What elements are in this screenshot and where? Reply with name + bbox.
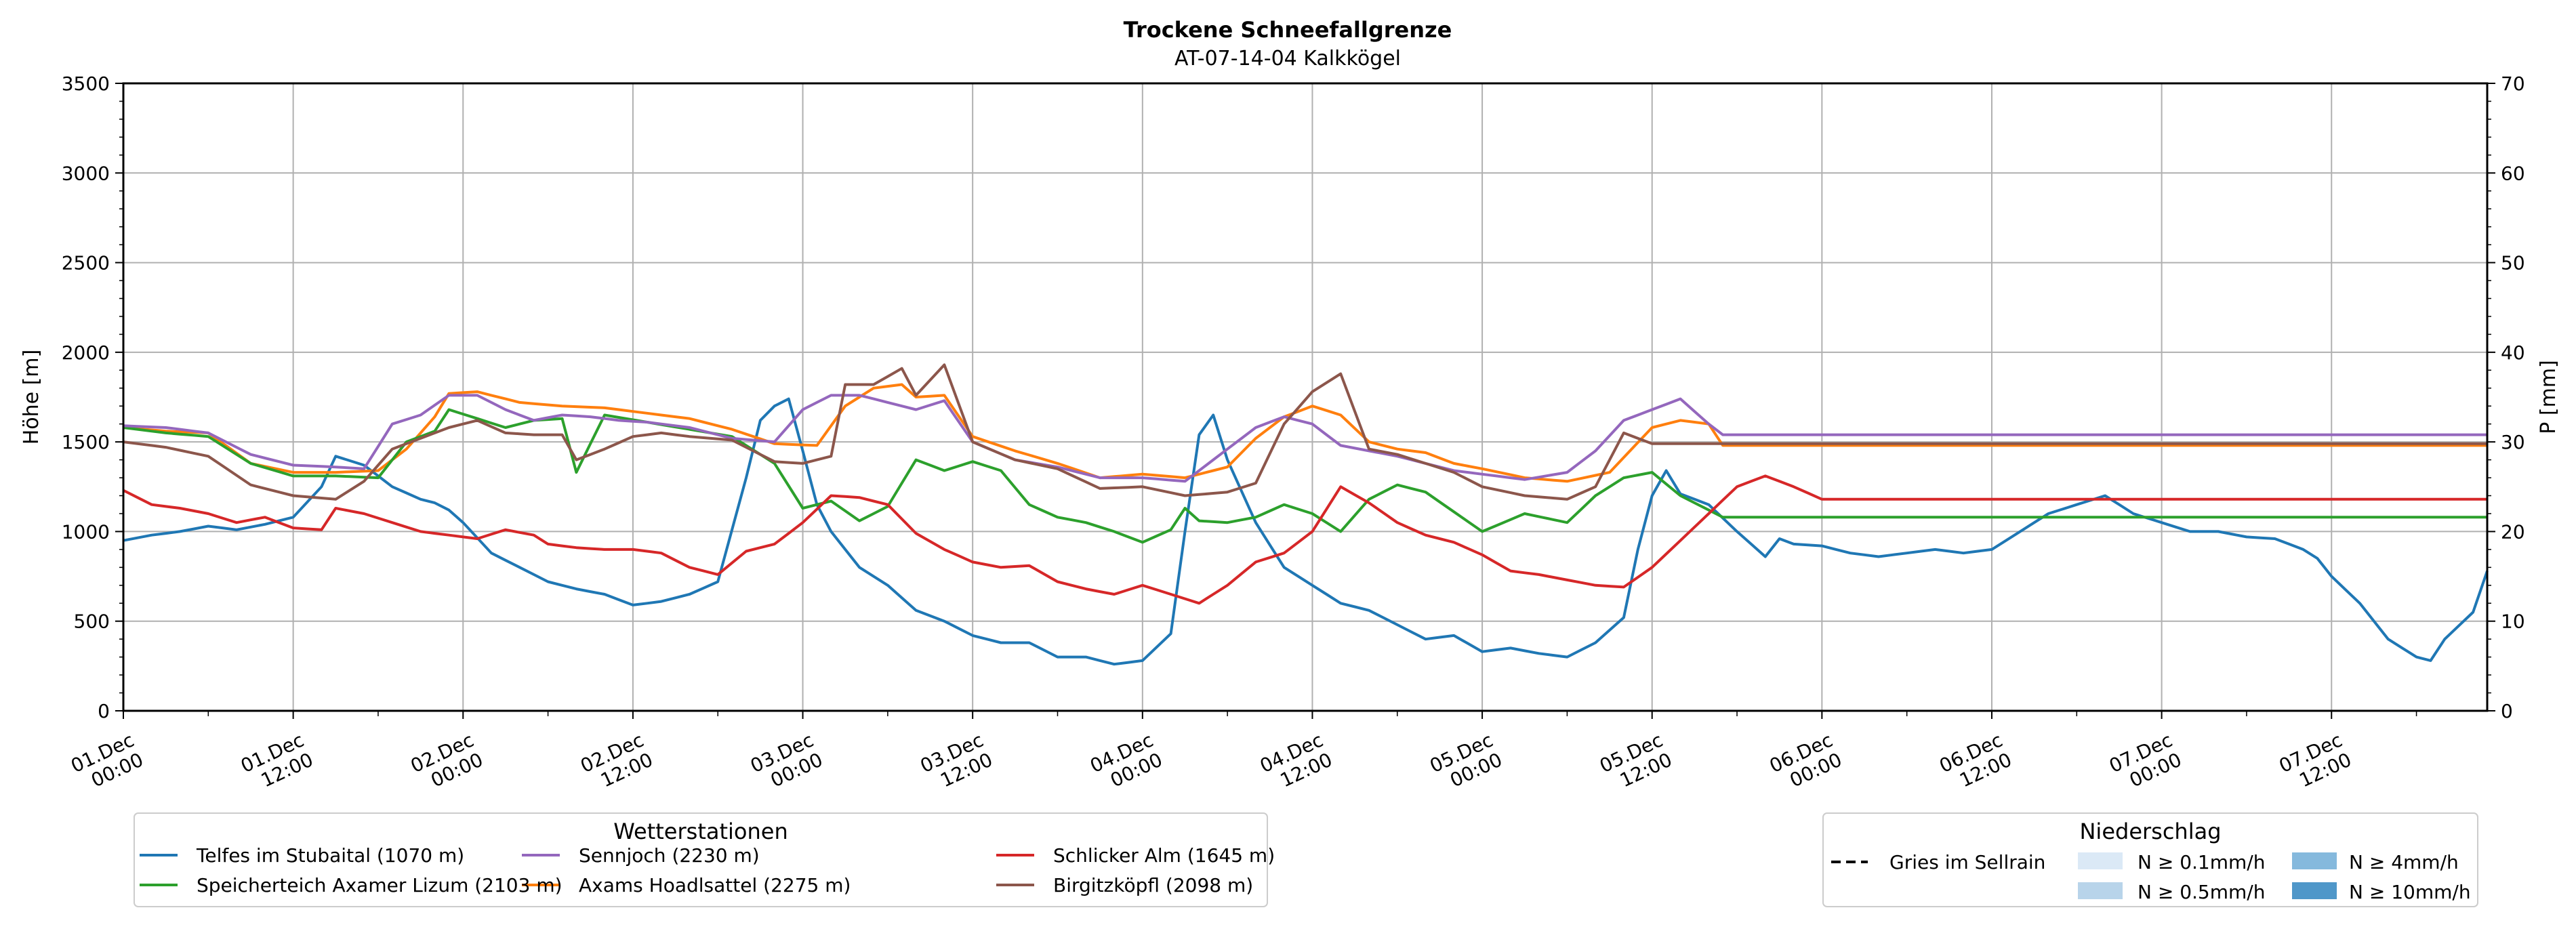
x-tick-label: 01.Dec00:00 [68, 728, 147, 797]
y2-tick-label: 20 [2501, 520, 2525, 543]
legend-precip: Niederschlag Gries im Sellrain N ≥ 0.1mm… [1822, 812, 2478, 907]
plot-frame [122, 82, 2489, 712]
chart-title: Trockene Schneefallgrenze [1124, 17, 1452, 43]
y-axis-left: 0 500 1000 1500 2000 2500 3000 3500 [62, 73, 123, 722]
precip-label-1: N ≥ 0.5mm/h [2138, 881, 2265, 903]
series-line-1 [123, 383, 2487, 483]
x-tick-label: 07.Dec12:00 [2276, 728, 2355, 797]
precip-label-2: N ≥ 4mm/h [2349, 851, 2459, 873]
y2-tick-label: 70 [2501, 73, 2525, 95]
legend-label-1: Axams Hoadlsattel (2275 m) [579, 874, 851, 896]
y-tick-label: 1000 [62, 520, 110, 543]
y-tick-label: 500 [74, 611, 110, 633]
x-tick-label: 01.Dec12:00 [237, 728, 316, 797]
legend-stations: Wetterstationen Telfes im Stubaital (107… [134, 812, 1275, 907]
y-tick-label: 3500 [62, 73, 110, 95]
x-tick-label: 03.Dec00:00 [747, 728, 826, 797]
x-axis: 01.Dec00:00 01.Dec12:00 02.Dec00:00 02.Dec1… [68, 711, 2417, 797]
y-tick-label: 2000 [62, 342, 110, 364]
series-line-5 [123, 363, 2487, 501]
precip-label-0: N ≥ 0.1mm/h [2138, 851, 2265, 873]
legend-stations-title: Wetterstationen [613, 819, 788, 844]
y-tick-label: 2500 [62, 252, 110, 274]
x-tick-label: 02.Dec12:00 [577, 728, 656, 797]
chart-subtitle: AT-07-14-04 Kalkkögel [1174, 47, 1401, 70]
y2-tick-label: 60 [2501, 162, 2525, 184]
legend-label-3: Schlicker Alm (1645 m) [1053, 844, 1275, 867]
y2-tick-label: 0 [2501, 700, 2513, 722]
y2-tick-label: 40 [2501, 342, 2525, 364]
y-tick-label: 3000 [62, 162, 110, 184]
y2-tick-label: 30 [2501, 431, 2525, 453]
legend-precip-title: Niederschlag [2079, 819, 2221, 844]
legend-label-5: Birgitzköpfl (2098 m) [1053, 874, 1253, 896]
legend-label-2: Speicherteich Axamer Lizum (2103 m) [197, 874, 563, 896]
y-axis-right: 0 10 20 30 40 50 60 70 [2487, 73, 2525, 722]
precip-label-3: N ≥ 10mm/h [2349, 881, 2471, 903]
precip-swatch-1 [2078, 882, 2123, 899]
legend-label-4: Sennjoch (2230 m) [579, 844, 760, 867]
x-tick-label: 04.Dec12:00 [1256, 728, 1336, 797]
x-tick-label: 05.Dec00:00 [1427, 728, 1506, 797]
legend-label-0: Telfes im Stubaital (1070 m) [196, 844, 464, 867]
x-tick-label: 07.Dec00:00 [2106, 728, 2185, 797]
y2-tick-label: 10 [2501, 611, 2525, 633]
legend-precip-line-label: Gries im Sellrain [1889, 851, 2045, 873]
x-tick-label: 05.Dec12:00 [1596, 728, 1675, 797]
precip-swatch-0 [2078, 852, 2123, 869]
series-lines [123, 363, 2489, 666]
y-tick-label: 0 [98, 700, 110, 722]
x-tick-label: 06.Dec12:00 [1936, 728, 2016, 797]
y-axis-label: Höhe [m] [20, 350, 43, 445]
precip-swatch-2 [2292, 852, 2337, 869]
series-line-4 [123, 394, 2487, 483]
y2-axis-label: P [mm] [2537, 360, 2560, 434]
y2-tick-label: 50 [2501, 252, 2525, 274]
series-line-2 [123, 408, 2487, 544]
x-tick-label: 06.Dec00:00 [1766, 728, 1845, 797]
x-tick-label: 02.Dec00:00 [407, 728, 487, 797]
series-line-3 [123, 474, 2487, 605]
x-tick-label: 03.Dec12:00 [917, 728, 996, 797]
x-tick-label: 04.Dec00:00 [1086, 728, 1166, 797]
y-tick-label: 1500 [62, 431, 110, 453]
precip-swatch-3 [2292, 882, 2337, 899]
